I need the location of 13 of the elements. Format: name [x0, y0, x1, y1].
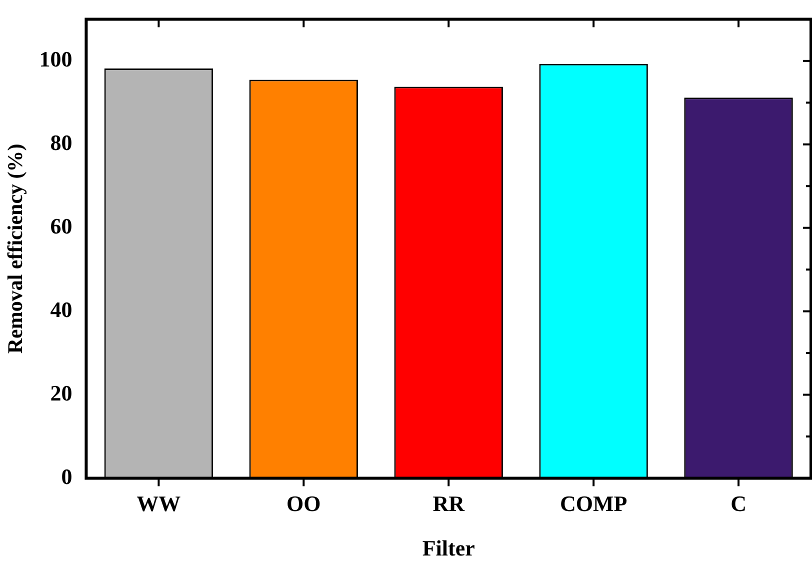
y-tick-label: 60	[50, 214, 72, 239]
x-tick-label: RR	[432, 491, 466, 516]
x-tick-label: WW	[136, 491, 181, 516]
y-tick-label: 0	[61, 464, 72, 489]
y-tick-label: 40	[50, 296, 72, 322]
y-axis-title: Removal efficiency (%)	[3, 144, 28, 354]
x-axis-title: Filter	[422, 535, 476, 560]
x-tick-label: OO	[286, 491, 321, 516]
y-tick-label: 20	[50, 380, 72, 406]
x-tick-label: COMP	[560, 491, 628, 516]
y-tick-label: 80	[50, 130, 72, 156]
y-tick-label: 100	[39, 46, 72, 72]
x-tick-label: C	[730, 491, 746, 516]
